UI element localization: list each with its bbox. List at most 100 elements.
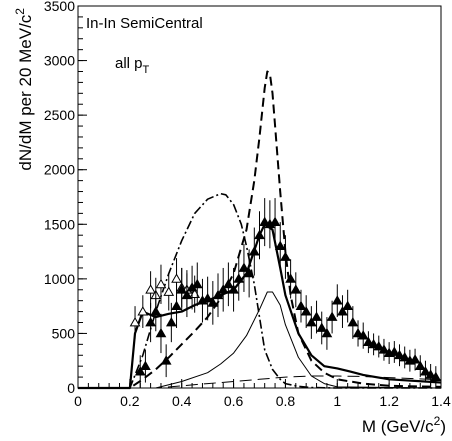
- filled-triangle-marker: [295, 300, 307, 311]
- data-point-filled: [394, 344, 405, 367]
- filled-triangle-marker: [316, 322, 328, 332]
- data-point-filled: [409, 348, 421, 371]
- data-point-filled: [305, 306, 317, 339]
- filled-triangle-marker: [326, 311, 338, 321]
- filled-triangle-marker: [259, 216, 271, 226]
- x-axis-title-close: ): [440, 417, 446, 436]
- filled-triangle-marker: [254, 229, 265, 240]
- filled-triangle-marker: [243, 267, 255, 278]
- open-triangle-marker: [137, 306, 149, 316]
- data-point-open: [155, 264, 167, 304]
- filled-triangle-marker: [409, 354, 421, 364]
- annotation-collision-system: In-In SemiCentral: [86, 15, 203, 32]
- data-point-filled: [165, 302, 177, 343]
- filled-triangle-marker: [368, 338, 379, 349]
- data-point-open: [163, 273, 175, 311]
- markers-group: [129, 198, 442, 388]
- x-tick-label: 1: [333, 393, 341, 409]
- y-tick-label: 0: [67, 380, 75, 396]
- y-tick-label: 2000: [44, 162, 75, 178]
- x-axis-title-main: M (GeV/c: [362, 417, 434, 436]
- data-point-open: [129, 306, 141, 339]
- filled-triangle-marker: [430, 371, 442, 381]
- filled-triangle-marker: [388, 346, 400, 356]
- data-point-filled: [134, 355, 146, 388]
- filled-triangle-marker: [280, 251, 291, 261]
- data-point-open: [145, 271, 156, 309]
- filled-triangle-marker: [155, 327, 167, 338]
- data-point-filled: [352, 320, 364, 347]
- data-point-filled: [243, 249, 255, 298]
- x-tick-label: 0.2: [120, 393, 140, 409]
- plot-frame-group: [77, 5, 442, 389]
- filled-triangle-marker: [331, 295, 343, 305]
- data-point-filled: [160, 344, 172, 378]
- y-tick-label: 1500: [44, 216, 75, 232]
- data-point-filled: [347, 306, 359, 339]
- filled-triangle-marker: [171, 300, 182, 311]
- filled-triangle-marker: [394, 349, 405, 360]
- open-triangle-marker: [171, 273, 182, 283]
- filled-triangle-marker: [352, 327, 364, 338]
- filled-triangle-marker: [212, 289, 224, 300]
- filled-triangle-marker: [181, 289, 193, 300]
- data-point-filled: [207, 281, 219, 325]
- data-point-filled: [248, 227, 260, 276]
- data-point-filled: [337, 295, 348, 328]
- data-point-filled: [300, 295, 312, 328]
- y-tick-label: 3000: [44, 53, 75, 69]
- y-tick-label: 2500: [44, 107, 75, 123]
- data-point-filled: [176, 267, 188, 312]
- data-point-filled: [259, 198, 271, 247]
- data-point-filled: [368, 333, 379, 356]
- x-tick-label: 1.4: [431, 393, 451, 409]
- data-point-filled: [285, 259, 296, 299]
- open-triangle-marker: [129, 317, 141, 327]
- data-point-filled: [238, 243, 250, 292]
- filled-triangle-marker: [311, 311, 322, 321]
- data-point-filled: [326, 300, 338, 334]
- data-point-filled: [280, 235, 291, 279]
- data-point-filled: [357, 322, 369, 349]
- filled-triangle-marker: [337, 306, 348, 316]
- data-point-filled: [217, 267, 229, 312]
- data-point-filled: [202, 276, 214, 321]
- data-point-filled: [145, 302, 156, 343]
- plot-frame: [77, 5, 442, 389]
- ticks-group: 0 0.2 0.4 0.6 0.8 1 1.2 1.4 0 500 1000 1500 2000 2500…: [44, 0, 451, 409]
- filled-triangle-marker: [176, 284, 188, 294]
- data-point-filled: [331, 284, 343, 318]
- filled-triangle-marker: [420, 366, 431, 376]
- data-point-filled: [191, 262, 203, 307]
- x-axis-title-superscript: 2: [434, 414, 441, 428]
- filled-triangle-marker: [285, 273, 296, 283]
- data-point-filled: [290, 272, 302, 308]
- data-point-open: [137, 295, 149, 328]
- filled-triangle-marker: [399, 351, 411, 362]
- x-tick-label: 0: [74, 393, 82, 409]
- data-point-filled: [150, 291, 162, 332]
- data-point-filled: [228, 267, 239, 312]
- annotation-pt-subscript: T: [143, 64, 150, 76]
- filled-triangle-marker: [290, 284, 302, 294]
- data-point-filled: [388, 341, 400, 363]
- annotation-pt-range: all pT: [115, 55, 150, 76]
- data-point-filled: [363, 331, 374, 354]
- data-point-filled: [342, 289, 354, 323]
- data-point-filled: [425, 363, 436, 386]
- data-point-filled: [414, 355, 426, 378]
- filled-triangle-marker: [274, 240, 286, 250]
- data-point-filled: [212, 273, 224, 318]
- filled-triangle-marker: [160, 355, 172, 365]
- y-tick-label: 500: [52, 325, 76, 341]
- filled-triangle-marker: [321, 327, 333, 338]
- data-point-filled: [223, 262, 234, 307]
- data-point-filled: [269, 198, 281, 247]
- data-point-filled: [311, 300, 322, 334]
- y-axis-title-superscript: 2: [13, 8, 27, 15]
- filled-triangle-marker: [150, 306, 162, 316]
- x-tick-label: 1.2: [379, 393, 399, 409]
- series-line-long-dashed: [78, 375, 442, 389]
- data-point-filled: [181, 273, 193, 318]
